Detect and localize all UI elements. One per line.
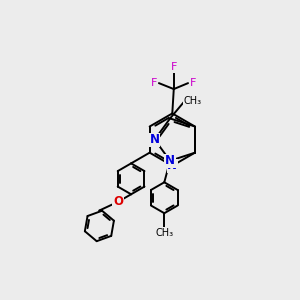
Text: F: F	[190, 78, 196, 88]
Text: N: N	[165, 154, 175, 167]
Text: N: N	[150, 133, 160, 146]
Text: CH₃: CH₃	[155, 228, 173, 238]
Text: F: F	[171, 62, 177, 72]
Text: O: O	[113, 195, 123, 208]
Text: F: F	[150, 78, 157, 88]
Text: CH₃: CH₃	[184, 96, 202, 106]
Text: N: N	[167, 159, 177, 172]
